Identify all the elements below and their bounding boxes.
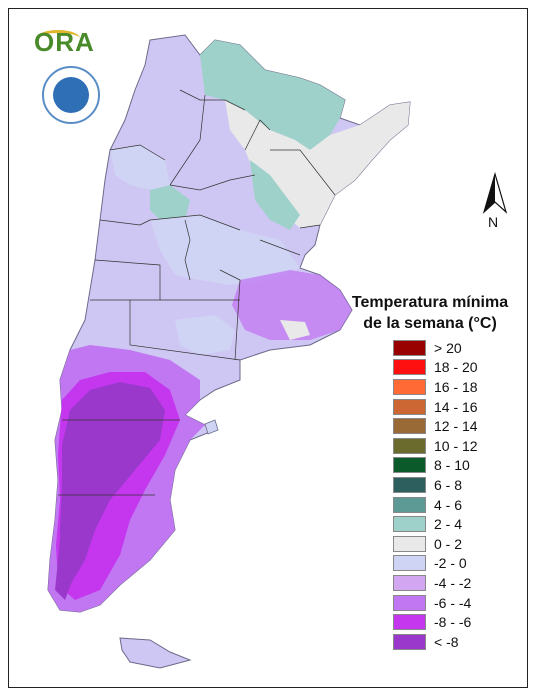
- legend-label: < -8: [434, 633, 459, 650]
- ora-logo: ORA: [34, 27, 95, 57]
- legend-item: 12 - 14: [393, 416, 478, 436]
- legend-label: 0 - 2: [434, 535, 463, 552]
- legend-item: 2 - 4: [393, 514, 478, 534]
- legend-title-line2: de la semana (°C): [363, 315, 497, 332]
- legend-swatch: [393, 574, 426, 591]
- legend-label: -4 - -2: [434, 574, 472, 591]
- legend-item: 18 - 20: [393, 358, 478, 378]
- legend-label: 18 - 20: [434, 359, 478, 376]
- legend-item: < -8: [393, 632, 478, 652]
- region-teal-west: [150, 185, 190, 225]
- legend-label: 10 - 12: [434, 437, 478, 454]
- legend-label: 14 - 16: [434, 398, 478, 415]
- legend-swatch: [393, 516, 426, 533]
- legend-label: 2 - 4: [434, 516, 463, 533]
- north-arrow-icon: [482, 172, 508, 214]
- legend-item: 4 - 6: [393, 495, 478, 515]
- smn-seal-icon: [42, 66, 100, 124]
- legend-swatch: [393, 614, 426, 631]
- region-grey-patch: [280, 320, 310, 340]
- legend-swatch: [393, 457, 426, 474]
- legend-item: -2 - 0: [393, 554, 478, 574]
- legend-label: -8 - -6: [434, 614, 472, 631]
- legend-item: -6 - -4: [393, 593, 478, 613]
- region-patagonia-dark-south: [55, 500, 95, 600]
- ora-logo-arc-icon: [36, 30, 80, 47]
- legend-title: Temperatura mínima de la semana (°C): [340, 292, 520, 334]
- region-teal-center: [250, 160, 300, 230]
- legend-label: > 20: [434, 339, 462, 356]
- north-label: N: [488, 214, 499, 230]
- legend-item: 10 - 12: [393, 436, 478, 456]
- legend-label: 16 - 18: [434, 378, 478, 395]
- legend-item: 0 - 2: [393, 534, 478, 554]
- legend-swatch: [393, 476, 426, 493]
- region-blue-patch: [175, 315, 235, 355]
- legend-item: 6 - 8: [393, 475, 478, 495]
- legend-label: 8 - 10: [434, 457, 470, 474]
- legend-label: -6 - -4: [434, 594, 472, 611]
- legend-swatch: [393, 418, 426, 435]
- legend-swatch: [393, 555, 426, 572]
- region-violet-east: [232, 270, 352, 340]
- tierra-del-fuego: [119, 637, 192, 669]
- region-teal-north: [200, 40, 345, 150]
- legend-swatch: [393, 496, 426, 513]
- legend-label: 12 - 14: [434, 418, 478, 435]
- region-blue-west: [110, 145, 170, 190]
- legend-swatch: [393, 633, 426, 650]
- legend-label: -2 - 0: [434, 555, 467, 572]
- island: [204, 419, 219, 435]
- legend-swatch: [393, 398, 426, 415]
- province-borders: [58, 89, 336, 496]
- legend-swatch: [393, 359, 426, 376]
- region-blue-center: [150, 215, 300, 285]
- legend-swatch: [393, 594, 426, 611]
- legend-label: 4 - 6: [434, 496, 463, 513]
- legend-swatch: [393, 535, 426, 552]
- legend-swatch: [393, 339, 426, 356]
- seal-inner-icon: [53, 77, 89, 113]
- legend-item: -8 - -6: [393, 612, 478, 632]
- legend-swatch: [393, 437, 426, 454]
- legend-item: 14 - 16: [393, 397, 478, 417]
- legend-swatch: [393, 378, 426, 395]
- legend: > 20 18 - 20 16 - 18 14 - 16 12 - 14 10 …: [393, 338, 478, 652]
- legend-item: 16 - 18: [393, 377, 478, 397]
- legend-title-line1: Temperatura mínima: [351, 294, 509, 311]
- legend-item: -4 - -2: [393, 573, 478, 593]
- legend-item: > 20: [393, 338, 478, 358]
- legend-item: 8 - 10: [393, 456, 478, 476]
- legend-label: 6 - 8: [434, 476, 463, 493]
